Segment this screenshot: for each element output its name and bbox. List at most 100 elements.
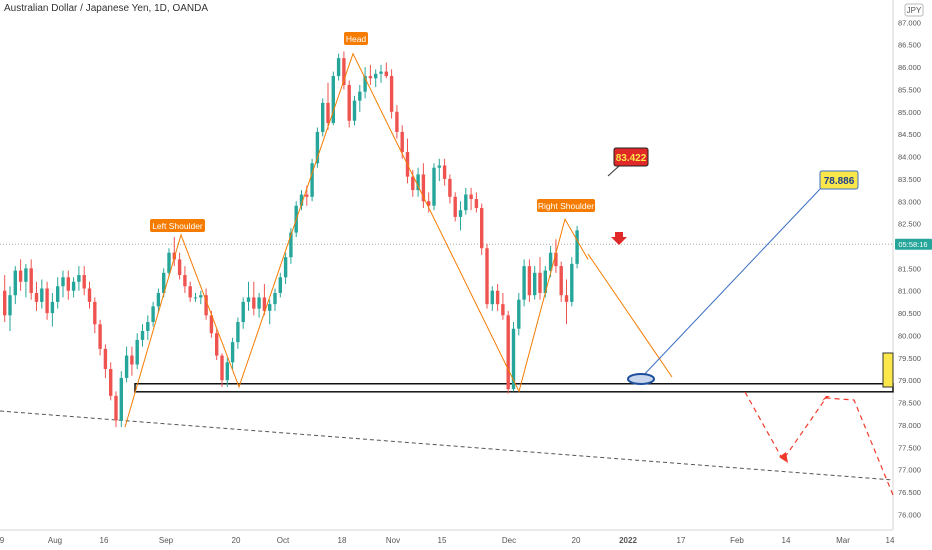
breakout-marker xyxy=(627,373,655,385)
candle-body xyxy=(416,174,420,191)
candle xyxy=(82,266,86,296)
candle xyxy=(98,319,102,356)
y-tick-label: 85.500 xyxy=(898,85,921,94)
candle-body xyxy=(310,163,314,197)
candle-body xyxy=(485,248,489,305)
candle xyxy=(268,299,272,325)
price-tag-78: 78.886 xyxy=(824,176,855,187)
candle-body xyxy=(384,71,388,77)
candle xyxy=(66,270,70,300)
candle xyxy=(29,259,33,300)
candle-body xyxy=(87,288,92,302)
candle xyxy=(336,53,341,81)
candle-body xyxy=(193,297,198,299)
y-tick-label: 86.000 xyxy=(898,63,921,72)
candle-body xyxy=(289,232,293,258)
candle xyxy=(225,357,229,387)
candle xyxy=(40,279,44,309)
x-tick-label: 20 xyxy=(572,536,581,545)
candle xyxy=(347,80,351,128)
y-tick-label: 76.000 xyxy=(898,510,921,519)
candle xyxy=(533,266,537,300)
candle-body xyxy=(199,295,203,298)
candle-body xyxy=(82,275,86,289)
y-tick-label: 81.000 xyxy=(898,287,921,296)
x-tick-label: 14 xyxy=(886,536,895,545)
candle xyxy=(199,290,203,305)
candle-body xyxy=(225,362,229,381)
candle-body xyxy=(336,58,341,77)
candle xyxy=(384,62,388,79)
forecast-path xyxy=(744,391,894,496)
candle-body xyxy=(437,165,441,168)
candle-body xyxy=(156,292,161,307)
candle xyxy=(241,297,245,329)
candle-body xyxy=(236,322,240,343)
price-tag-pointer xyxy=(607,165,620,177)
candle-body xyxy=(61,277,65,287)
right-shoulder-label: Right Shoulder xyxy=(538,201,594,211)
chart-title: Australian Dollar / Japanese Yen, 1D, OA… xyxy=(4,3,208,14)
candle-body xyxy=(24,268,28,282)
y-tick-label: 79.500 xyxy=(898,354,921,363)
candle xyxy=(56,277,60,309)
candle-body xyxy=(50,301,55,314)
candle-body xyxy=(554,252,558,267)
candle-body xyxy=(363,76,367,92)
candle xyxy=(135,333,139,369)
candle-body xyxy=(215,333,219,356)
candle xyxy=(177,252,182,280)
candle-body xyxy=(209,315,214,334)
x-tick-label: 2022 xyxy=(619,536,637,545)
candle-body xyxy=(18,270,23,282)
candle xyxy=(458,201,463,231)
candle-body xyxy=(45,288,49,314)
y-tick-label: 81.500 xyxy=(898,264,921,273)
candle xyxy=(236,317,240,349)
candle-body xyxy=(146,322,150,331)
candle-body xyxy=(368,76,373,79)
x-tick-label: Dec xyxy=(502,536,516,545)
candle xyxy=(18,259,23,291)
candle-body xyxy=(34,292,39,302)
candle-body xyxy=(283,257,288,278)
candle xyxy=(464,187,468,215)
candle xyxy=(61,270,65,298)
x-tick-label: Feb xyxy=(730,536,744,545)
candle xyxy=(538,257,542,300)
candle-body xyxy=(389,76,394,112)
left-shoulder-label: Left Shoulder xyxy=(152,221,203,231)
candle-body xyxy=(241,301,245,323)
candle xyxy=(71,277,76,298)
candle xyxy=(34,281,39,311)
candle xyxy=(124,346,129,383)
candle-body xyxy=(257,297,261,309)
candle xyxy=(262,284,267,316)
forecast-arrow-1 xyxy=(779,452,788,463)
candle xyxy=(490,286,494,311)
candle-body xyxy=(533,272,537,296)
x-tick-label: 18 xyxy=(338,536,347,545)
candle xyxy=(522,259,526,307)
x-tick-label: Mar xyxy=(836,536,850,545)
candle xyxy=(342,51,346,90)
candle-body xyxy=(93,301,97,325)
x-tick-label: 14 xyxy=(782,536,791,545)
candle-body xyxy=(299,194,304,206)
candle xyxy=(299,190,304,211)
candle xyxy=(379,64,383,83)
candle xyxy=(146,315,150,340)
candle-body xyxy=(421,174,426,202)
candle xyxy=(24,263,28,298)
candle-body xyxy=(575,230,579,264)
target-projection-line xyxy=(639,187,822,380)
candle xyxy=(363,67,367,99)
candle xyxy=(167,248,171,278)
candle-body xyxy=(564,295,569,302)
candle xyxy=(432,163,436,211)
candle-body xyxy=(326,102,330,123)
candle xyxy=(358,84,362,112)
projection-line-orange xyxy=(587,253,673,378)
candle-body xyxy=(522,266,526,300)
